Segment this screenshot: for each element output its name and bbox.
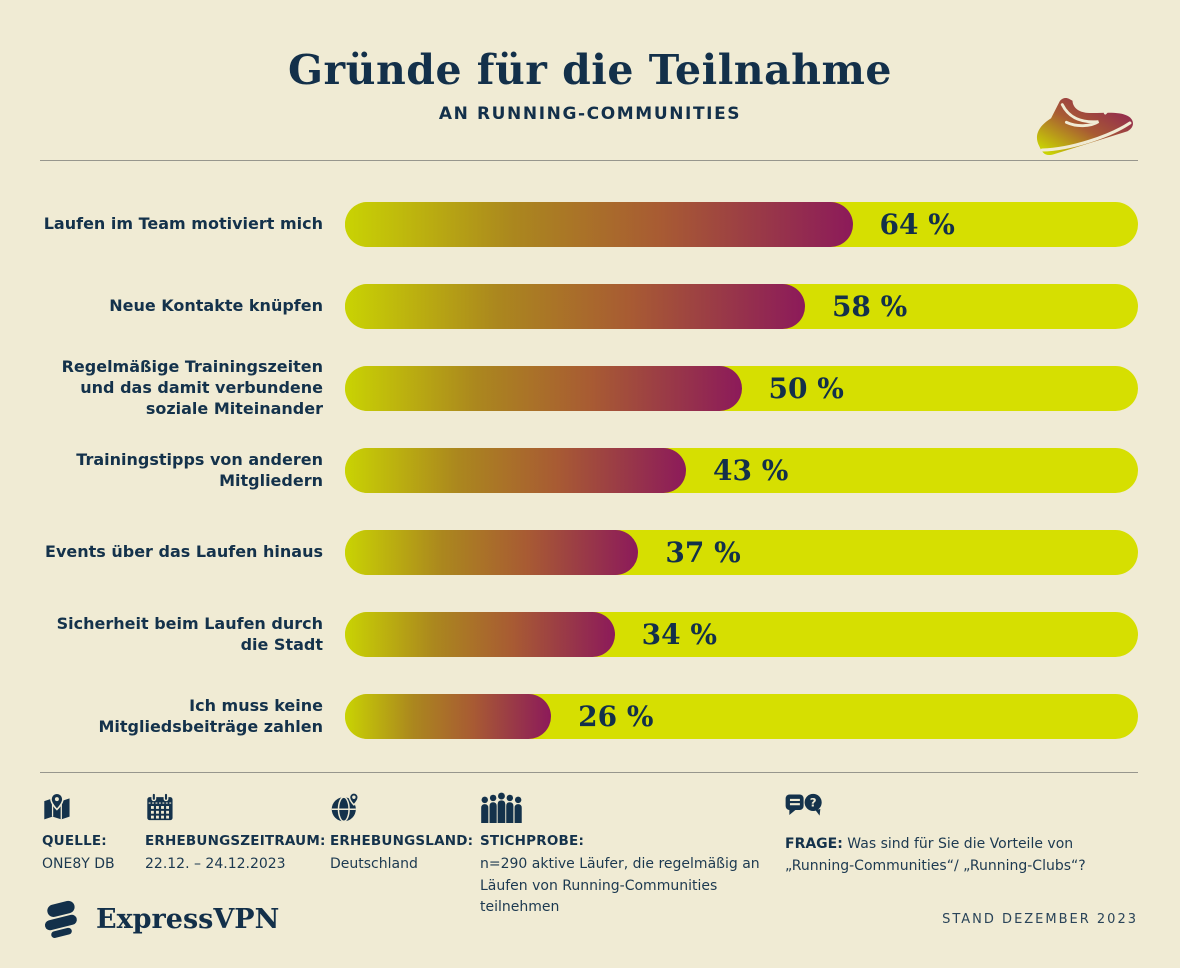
bar-track: 26 % xyxy=(345,694,1138,739)
meta-label: ERHEBUNGSLAND: xyxy=(330,833,474,849)
bar-fill xyxy=(345,366,742,411)
bar-track: 64 % xyxy=(345,202,1138,247)
meta-question: ? FRAGE: Was sind für Sie die Vorteile v… xyxy=(785,792,1138,919)
bar-value-label: 58 % xyxy=(831,290,908,323)
bar-fill xyxy=(345,694,552,739)
bar-label: Regelmäßige Trainingszeiten und das dami… xyxy=(61,357,323,418)
date-stamp: STAND DEZEMBER 2023 xyxy=(942,911,1138,927)
calendar-icon xyxy=(145,792,312,824)
meta-value: 22.12. – 24.12.2023 xyxy=(145,856,286,872)
brand-row: ExpressVPN STAND DEZEMBER 2023 xyxy=(40,898,1138,940)
page-subtitle: AN RUNNING-COMMUNITIES xyxy=(438,104,742,124)
globe-pin-icon xyxy=(330,792,462,824)
bar-label: Laufen im Team motiviert mich xyxy=(43,214,323,234)
header-divider xyxy=(40,160,1138,161)
bar-fill xyxy=(345,284,805,329)
footer-divider xyxy=(40,772,1138,773)
bar-value-label: 50 % xyxy=(768,372,844,405)
bar-label: Events über das Laufen hinaus xyxy=(45,542,323,562)
bar-row: Laufen im Team motiviert mich 64 % xyxy=(40,202,1138,247)
map-pin-icon xyxy=(42,792,127,824)
bar-value-label: 26 % xyxy=(578,700,654,733)
people-group-icon xyxy=(480,792,767,824)
bar-label: Neue Kontakte knüpfen xyxy=(109,296,323,316)
meta-period: ERHEBUNGSZEITRAUM: 22.12. – 24.12.2023 xyxy=(145,792,330,919)
header: Gründe für die Teilnahme AN RUNNING-COMM… xyxy=(0,0,1180,155)
meta-label: STICHPROBE: xyxy=(480,833,585,849)
bar-fill xyxy=(345,612,615,657)
svg-text:?: ? xyxy=(810,795,817,809)
bar-fill xyxy=(345,530,639,575)
bar-value-label: 37 % xyxy=(665,536,741,569)
question-label: FRAGE: xyxy=(785,836,843,852)
footer-meta: QUELLE: ONE8Y DB ERHEBUNGSZEITRAUM: xyxy=(0,773,1180,919)
bar-value-label: 43 % xyxy=(712,454,789,487)
meta-label: ERHEBUNGSZEITRAUM: xyxy=(145,833,326,849)
meta-source: QUELLE: ONE8Y DB xyxy=(42,792,145,919)
bar-chart: Laufen im Team motiviert mich 64 % Neue … xyxy=(40,202,1138,739)
brand-wordmark: ExpressVPN xyxy=(96,903,280,935)
running-shoe-icon xyxy=(1026,70,1144,170)
bar-value-label: 34 % xyxy=(641,618,717,651)
bar-label: Trainingstipps von anderen Mitgliedern xyxy=(76,449,323,490)
bar-label: Sicherheit beim Laufen durch die Stadt xyxy=(56,613,323,654)
bar-row: Regelmäßige Trainingszeiten und das dami… xyxy=(40,357,1138,418)
bar-value-label: 64 % xyxy=(879,208,955,241)
expressvpn-logo: ExpressVPN xyxy=(40,898,279,940)
question-text: FRAGE: Was sind für Sie die Vorteile von… xyxy=(785,836,1086,875)
bar-track: 34 % xyxy=(345,612,1138,657)
bar-row: Neue Kontakte knüpfen 58 % xyxy=(40,284,1138,329)
bar-row: Ich muss keine Mitgliedsbeiträge zahlen … xyxy=(40,694,1138,739)
bar-fill xyxy=(345,448,686,493)
bar-label: Ich muss keine Mitgliedsbeiträge zahlen xyxy=(98,695,323,736)
bar-track: 43 % xyxy=(345,448,1138,493)
page-title: Gründe für die Teilnahme xyxy=(288,46,892,94)
bar-row: Sicherheit beim Laufen durch die Stadt 3… xyxy=(40,612,1138,657)
meta-sample: STICHPROBE: n=290 aktive Läufer, die reg… xyxy=(480,792,785,919)
expressvpn-logo-icon xyxy=(44,900,77,939)
meta-value: n=290 aktive Läufer, die regelmäßig an L… xyxy=(480,856,760,916)
meta-value: ONE8Y DB xyxy=(42,856,115,872)
bar-row: Trainingstipps von anderen Mitgliedern 4… xyxy=(40,448,1138,493)
bar-track: 37 % xyxy=(345,530,1138,575)
meta-value: Deutschland xyxy=(330,856,418,872)
speech-bubbles-icon: ? xyxy=(785,792,1138,824)
bar-track: 58 % xyxy=(345,284,1138,329)
bar-track: 50 % xyxy=(345,366,1138,411)
bar-fill xyxy=(345,202,853,247)
meta-country: ERHEBUNGSLAND: Deutschland xyxy=(330,792,480,919)
bar-row: Events über das Laufen hinaus 37 % xyxy=(40,530,1138,575)
meta-label: QUELLE: xyxy=(42,833,107,849)
